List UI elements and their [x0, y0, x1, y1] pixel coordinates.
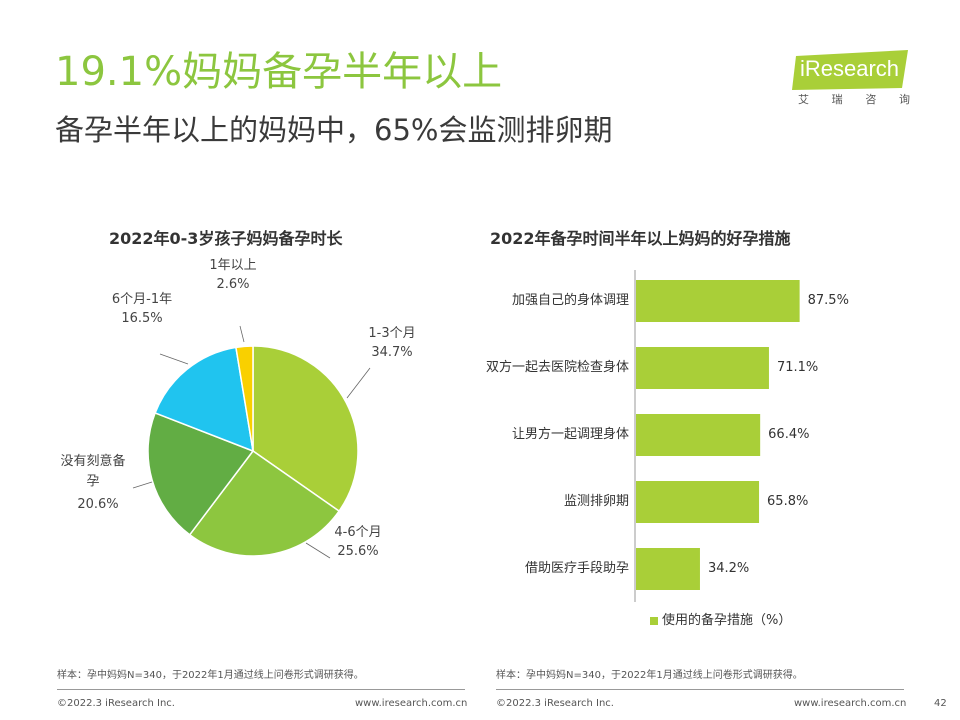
footer-divider-left	[57, 689, 465, 690]
pie-slice-name: 1年以上	[209, 258, 257, 273]
logo-cn-char: 艾	[798, 93, 809, 106]
pie-slice	[252, 345, 359, 513]
pie-slice-label: 6个月-1年 16.5%	[102, 293, 182, 325]
bar-value-label: 34.2%	[707, 561, 750, 576]
pie-slice-value: 16.5%	[121, 311, 163, 326]
bar-value-label: 66.4%	[768, 427, 810, 442]
bar	[636, 347, 769, 389]
pie-slice-label: 4-6个月 25.6%	[318, 526, 398, 558]
bar-value-label: 87.5%	[807, 293, 849, 308]
sample-note-right: 样本：孕中妈妈N=340，于2022年1月通过线上问卷形式调研获得。	[496, 670, 803, 681]
legend-label: 使用的备孕措施（%）	[662, 613, 792, 628]
pie-slice-name: 4-6个月	[334, 525, 382, 540]
pie-slice-label: 1-3个月 34.7%	[352, 327, 432, 359]
bar	[636, 548, 700, 590]
pie-leader-line	[239, 325, 245, 343]
bar-legend: 使用的备孕措施（%）	[650, 614, 791, 627]
bar-value-label: 71.1%	[776, 360, 819, 375]
pie-slice-name: 没有刻意备孕	[60, 454, 126, 489]
pie-slice	[188, 449, 341, 557]
pie-slice	[154, 346, 254, 453]
pie-slice-value: 34.7%	[371, 345, 413, 360]
bar	[636, 481, 760, 523]
footer-url-right: www.iresearch.com.cn	[794, 698, 907, 709]
pie-leader-line	[132, 481, 153, 489]
footer-divider-right	[496, 689, 904, 690]
bar	[636, 280, 800, 322]
page-subtitle: 备孕半年以上的妈妈中，65%会监测排卵期	[55, 113, 613, 147]
footer-copyright-right: ©2022.3 iResearch Inc.	[496, 698, 614, 709]
pie-slice-name: 1-3个月	[368, 326, 416, 341]
legend-swatch	[650, 616, 658, 625]
bar-category-label: 让男方一起调理身体	[511, 427, 629, 442]
pie-chart-title: 2022年0-3岁孩子妈妈备孕时长	[109, 229, 343, 248]
logo-cn-char: 咨	[865, 93, 877, 106]
pie-leader-line	[346, 367, 371, 399]
bar-category-label: 加强自己的身体调理	[511, 293, 629, 308]
bar-category-label: 借助医疗手段助孕	[524, 561, 629, 576]
pie-leader-line	[159, 353, 189, 365]
pie-slice-name: 6个月-1年	[111, 292, 173, 307]
sample-note-left: 样本：孕中妈妈N=340，于2022年1月通过线上问卷形式调研获得。	[57, 670, 364, 681]
logo-badge-icon	[792, 50, 908, 90]
page-title: 19.1%妈妈备孕半年以上	[55, 49, 503, 95]
logo-cn-char: 瑞	[831, 93, 843, 106]
iresearch-logo: iResearch 艾 瑞 咨 询	[792, 50, 912, 110]
pie-leader-line	[305, 542, 331, 559]
pie-slice-value: 25.6%	[337, 544, 379, 559]
bar-chart-title: 2022年备孕时间半年以上妈妈的好孕措施	[490, 229, 791, 248]
pie-slice-label: 没有刻意备孕 20.6%	[58, 452, 138, 511]
logo-text: iResearch	[800, 56, 900, 81]
page-number: 42	[934, 698, 947, 709]
footer-copyright-left: ©2022.3 iResearch Inc.	[57, 698, 175, 709]
bar	[636, 414, 761, 456]
bar-value-label: 65.8%	[767, 494, 809, 509]
pie-slice	[235, 345, 254, 452]
logo-cn-char: 询	[898, 93, 910, 106]
pie-slice-label: 1年以上 2.6%	[193, 259, 273, 291]
bar-category-label: 监测排卵期	[563, 494, 629, 509]
footer-url-left: www.iresearch.com.cn	[355, 698, 468, 709]
pie-slice	[147, 411, 255, 536]
logo-cn: 艾 瑞 咨 询	[798, 94, 910, 105]
bar-category-label: 双方一起去医院检查身体	[485, 360, 629, 375]
pie-slice-value: 2.6%	[216, 277, 250, 292]
pie-slice-value: 20.6%	[77, 497, 119, 512]
